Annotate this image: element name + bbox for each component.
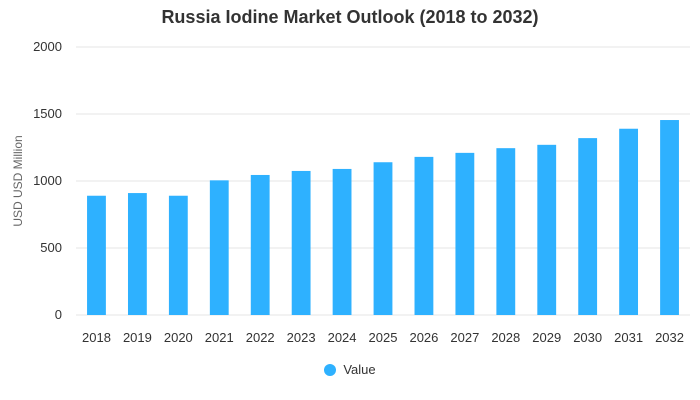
bar-2026[interactable]	[414, 156, 434, 315]
y-tick-label: 500	[40, 240, 62, 255]
x-tick-label: 2030	[573, 330, 602, 345]
bar-2023[interactable]	[291, 170, 311, 315]
x-tick-labels: 2018 2019 2020 2021 2022 2023 2024 2025 2026 2027…	[82, 330, 684, 345]
bars	[87, 120, 679, 315]
x-tick-label: 2022	[246, 330, 275, 345]
x-tick-label: 2021	[205, 330, 234, 345]
bar-2027[interactable]	[455, 152, 475, 315]
x-tick-label: 2027	[450, 330, 479, 345]
x-tick-label: 2032	[655, 330, 684, 345]
bar-2029[interactable]	[537, 144, 557, 315]
x-tick-label: 2028	[491, 330, 520, 345]
y-axis-title: USD USD Million	[11, 135, 25, 226]
x-tick-label: 2019	[123, 330, 152, 345]
x-tick-label: 2031	[614, 330, 643, 345]
y-tick-labels: 0 500 1000 1500 2000	[33, 39, 62, 322]
x-tick-label: 2024	[328, 330, 357, 345]
legend-marker	[324, 363, 337, 376]
x-tick-label: 2029	[532, 330, 561, 345]
x-tick-label: 2023	[287, 330, 316, 345]
bar-2031[interactable]	[619, 128, 639, 315]
bar-2030[interactable]	[578, 138, 598, 315]
legend-label: Value	[343, 362, 376, 377]
bar-2025[interactable]	[373, 162, 393, 315]
bar-2024[interactable]	[332, 168, 352, 315]
x-tick-label: 2025	[369, 330, 398, 345]
y-tick-label: 1500	[33, 106, 62, 121]
bar-2020[interactable]	[168, 195, 188, 315]
x-tick-label: 2018	[82, 330, 111, 345]
bar-2021[interactable]	[209, 180, 229, 315]
x-tick-label: 2026	[409, 330, 438, 345]
bar-2018[interactable]	[87, 195, 106, 315]
bar-2028[interactable]	[496, 148, 516, 315]
legend[interactable]: Value	[0, 362, 700, 377]
y-tick-label: 0	[55, 307, 62, 322]
chart-title: Russia Iodine Market Outlook (2018 to 20…	[161, 7, 539, 27]
bar-2022[interactable]	[250, 174, 270, 315]
bar-2019[interactable]	[127, 193, 147, 315]
x-tick-label: 2020	[164, 330, 193, 345]
y-tick-label: 2000	[33, 39, 62, 54]
y-tick-label: 1000	[33, 173, 62, 188]
bar-2032[interactable]	[660, 120, 679, 315]
